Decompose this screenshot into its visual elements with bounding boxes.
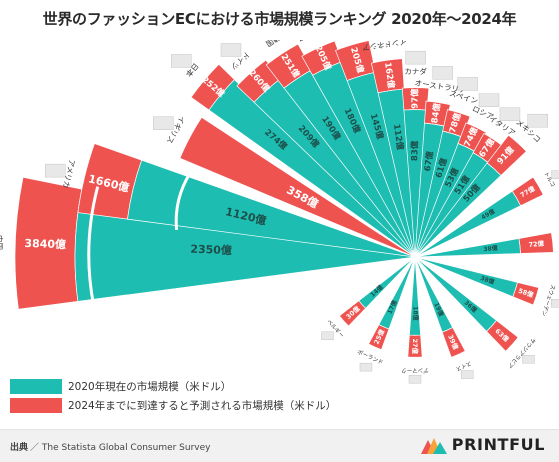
usa-flag-icon [45, 163, 66, 178]
label-current-canada: 83億 [409, 140, 420, 161]
bar-current-sweden [414, 256, 518, 298]
turkey-flag-icon [551, 170, 559, 179]
brand-name: PRINTFUL [451, 435, 545, 454]
source-label: 出典 [10, 443, 29, 453]
radial-bar-chart: 3840億 2350億中国1660億1120億アメリカ358億イギリス252億27… [0, 40, 559, 384]
center-hub [411, 253, 419, 261]
switzerland-flag-icon [461, 370, 474, 379]
label-forecast-canada: 97億 [409, 88, 420, 109]
japan-flag-icon [171, 54, 192, 68]
label-forecast-australia: 84億 [429, 102, 443, 124]
saudi-flag-icon [522, 354, 535, 364]
label-current-china: 2350億 [190, 242, 232, 257]
legend-item-forecast: 2024年までに到達すると予測される市場規模（米ドル） [10, 397, 336, 414]
sweden-flag-icon [551, 299, 559, 308]
label-current-brazil: 38億 [483, 244, 498, 253]
source-note: 出典／ The Statista Global Consumer Survey [10, 440, 211, 453]
legend-label-current: 2020年現在の市場規模（米ドル） [68, 381, 232, 393]
country-label-canada: カナダ [404, 66, 427, 76]
bar-current-turkey [414, 190, 522, 258]
uk-flag-icon [153, 116, 174, 130]
label-forecast-denmark: 27億 [411, 338, 420, 354]
legend-label-forecast: 2024年までに到達すると予測される市場規模（米ドル） [68, 400, 337, 412]
bar-current-brazil [414, 238, 521, 258]
belgium-flag-icon [321, 331, 334, 341]
bar-current-saudi [414, 256, 497, 332]
denmark-flag-icon [408, 375, 422, 384]
country-label-denmark: デンマーク [401, 366, 429, 374]
bar-current-usa [127, 159, 416, 258]
label-current-australia: 67億 [422, 150, 436, 172]
label-forecast-brazil: 72億 [528, 238, 545, 249]
italy-flag-icon [499, 107, 521, 121]
bar-forecast-uk [179, 116, 416, 258]
mexico-flag-icon [527, 113, 548, 128]
axis-break-usa [174, 172, 192, 230]
canada-flag-icon [405, 50, 426, 65]
russia-flag-icon [478, 93, 500, 107]
bar-current-mexico [414, 162, 502, 258]
chart-title: 世界のファッションECにおける市場規模ランキング 2020年〜2024年 [42, 10, 517, 28]
label-current-indonesia: 112億 [391, 123, 406, 151]
bar-current-switzerland [414, 256, 454, 333]
poland-flag-icon [359, 362, 373, 372]
brand-logo: PRINTFUL [420, 435, 545, 454]
australia-flag-icon [432, 66, 453, 80]
bar-current-belgium [358, 256, 416, 309]
country-label-china: 中国 [0, 235, 5, 250]
country-label-korea: 韓国 [264, 40, 282, 49]
bar-current-denmark [409, 256, 421, 336]
label-current-denmark: 18億 [412, 306, 420, 320]
legend-swatch-current [10, 379, 62, 394]
spain-flag-icon [457, 77, 478, 91]
label-forecast-indonesia: 162億 [382, 62, 397, 90]
legend-swatch-forecast [10, 398, 62, 413]
footer: 出典／ The Statista Global Consumer Survey … [0, 429, 559, 462]
chart-legend: 2020年現在の市場規模（米ドル） 2024年までに到達すると予測される市場規模… [10, 378, 336, 416]
axis-break-china [87, 186, 100, 306]
bars-group [14, 40, 554, 358]
source-text: ／ The Statista Global Consumer Survey [30, 443, 211, 453]
bar-current-japan [208, 79, 416, 258]
printful-logo-icon [420, 437, 447, 454]
label-forecast-china: 3840億 [24, 236, 66, 251]
legend-item-current: 2020年現在の市場規模（米ドル） [10, 378, 336, 395]
bar-current-poland [378, 256, 416, 330]
germany-flag-icon [220, 43, 242, 57]
